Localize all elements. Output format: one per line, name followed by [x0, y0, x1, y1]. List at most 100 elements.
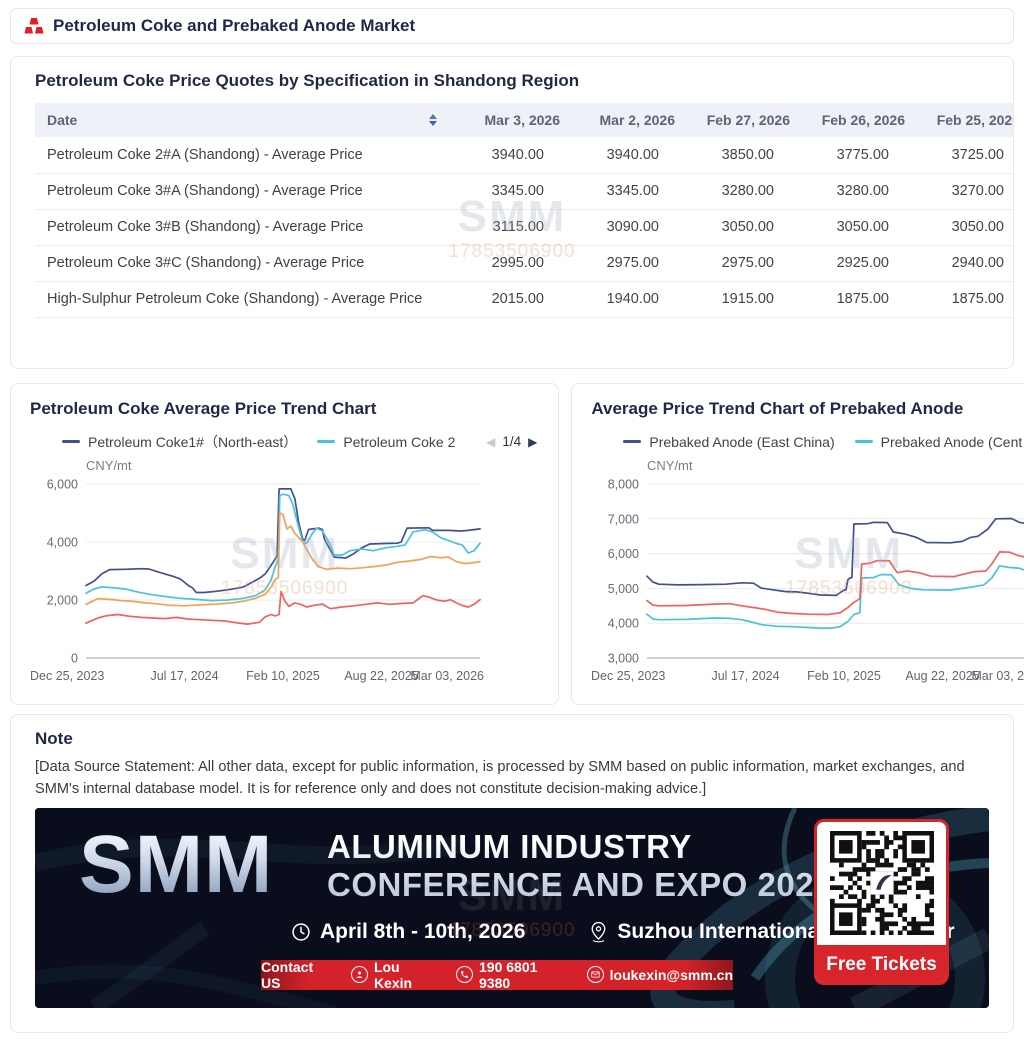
date-value-header: Mar 2, 2026: [570, 103, 685, 137]
free-tickets-button[interactable]: Free Tickets: [817, 944, 946, 982]
svg-text:Feb 10, 2025: Feb 10, 2025: [246, 669, 320, 683]
price-cell: 3280.00: [800, 173, 915, 210]
date-value-header: Mar 3, 2026: [455, 103, 570, 137]
clock-icon: [292, 923, 310, 941]
price-cell: 3280.00: [685, 173, 800, 210]
svg-text:Mar 03, 2026: Mar 03, 2026: [410, 669, 484, 683]
date-value-header: Feb 25, 2026: [915, 103, 1013, 137]
smm-logo: SMM: [79, 818, 274, 910]
svg-text:5,000: 5,000: [608, 581, 639, 595]
line-chart: CNY/mt 3,000 4,000 5,000 6,000 7,000 8,000 Dec …: [589, 456, 1024, 696]
price-cell: 2995.00: [455, 245, 570, 282]
ingots-icon: [24, 18, 44, 34]
svg-text:4,000: 4,000: [47, 535, 78, 549]
page-title: Petroleum Coke and Prebaked Anode Market: [53, 16, 416, 35]
legend-item[interactable]: Petroleum Coke 2: [317, 434, 455, 450]
banner-heading-line2: CONFERENCE AND EXPO 2026: [327, 865, 833, 903]
price-cell: 2925.00: [800, 245, 915, 282]
location-pin-icon: [591, 921, 606, 943]
date-column-header: Date: [35, 103, 455, 137]
charts-row: Petroleum Coke Average Price Trend Chart…: [10, 382, 1024, 705]
svg-text:0: 0: [71, 651, 78, 665]
svg-text:Mar 03, 2026: Mar 03, 2026: [972, 669, 1024, 683]
legend-item[interactable]: Prebaked Anode (Cent: [854, 433, 1023, 450]
row-label: High-Sulphur Petroleum Coke (Shandong) -…: [35, 281, 455, 318]
price-cell: 3050.00: [915, 209, 1013, 246]
contact-person: Lou Kexin: [350, 959, 441, 991]
price-cell: 3050.00: [800, 209, 915, 246]
table-row: Petroleum Coke 3#A (Shandong) - Average …: [35, 173, 1013, 210]
price-table: Date Mar 3, 2026 Mar 2, 2026 Feb 27, 2026 F…: [35, 103, 1013, 318]
price-cell: 3940.00: [455, 137, 570, 174]
svg-text:7,000: 7,000: [608, 512, 639, 526]
svg-text:8,000: 8,000: [608, 477, 639, 491]
price-cell: 3850.00: [685, 137, 800, 174]
sort-toggle[interactable]: [429, 114, 437, 126]
legend-prev-icon[interactable]: ◀: [486, 434, 496, 449]
chart-legend: Petroleum Coke1#（North-east） Petroleum Co…: [28, 431, 541, 452]
legend-label: Petroleum Coke1#（North-east）: [88, 433, 298, 450]
free-tickets-qr[interactable]: Free Tickets: [814, 818, 949, 985]
svg-text:6,000: 6,000: [47, 477, 78, 491]
legend-label: Prebaked Anode (Cent: [880, 433, 1023, 450]
contact-email: loukexin@smm.cn: [586, 966, 733, 984]
price-cell: 1915.00: [685, 281, 800, 318]
svg-text:3,000: 3,000: [608, 651, 639, 665]
price-cell: 3090.00: [570, 209, 685, 246]
table-row: Petroleum Coke 3#C (Shandong) - Average …: [35, 245, 1013, 282]
svg-text:CNY/mt: CNY/mt: [86, 458, 132, 473]
person-icon: [350, 966, 368, 984]
svg-text:Jul 17, 2024: Jul 17, 2024: [712, 669, 780, 683]
note-title: Note: [35, 728, 73, 748]
table-title: Petroleum Coke Price Quotes by Specifica…: [35, 71, 580, 90]
svg-text:Dec 25, 2023: Dec 25, 2023: [591, 669, 665, 683]
legend-label: Prebaked Anode (East China): [649, 433, 835, 450]
price-cell: 2015.00: [455, 281, 570, 318]
legend-item[interactable]: Prebaked Anode (East China): [623, 433, 835, 450]
contact-bar: Contact US Lou Kexin 190 6801 9380 louke…: [261, 959, 733, 991]
price-cell: 3940.00: [570, 137, 685, 174]
line-chart: CNY/mt 0 2,000 4,000 6,000 Dec 25, 2023 Jul 17…: [28, 456, 541, 696]
price-table-card: Petroleum Coke Price Quotes by Specifica…: [10, 56, 1014, 369]
sort-desc-icon: [429, 121, 437, 126]
note-card: Note [Data Source Statement: All other d…: [10, 713, 1014, 1033]
table-header-row: Date Mar 3, 2026 Mar 2, 2026 Feb 27, 2026 F…: [35, 103, 1013, 137]
svg-text:CNY/mt: CNY/mt: [647, 458, 693, 473]
sort-asc-icon: [429, 114, 437, 119]
contact-phone: 190 6801 9380: [456, 959, 572, 991]
petcoke-trend-chart-card: Petroleum Coke Average Price Trend Chart…: [10, 382, 560, 705]
date-value-header: Feb 26, 2026: [800, 103, 915, 137]
row-label: Petroleum Coke 3#B (Shandong) - Average …: [35, 209, 455, 246]
price-cell: 3345.00: [455, 173, 570, 210]
legend-dash-icon: [317, 440, 336, 443]
conference-banner[interactable]: SMM ALUMINUM INDUSTRY CONFERENCE AND EXP…: [35, 807, 989, 1008]
table-row: Petroleum Coke 3#B (Shandong) - Average …: [35, 209, 1013, 246]
legend-dash-icon: [62, 440, 80, 443]
phone-icon: [456, 966, 473, 984]
svg-text:2,000: 2,000: [47, 593, 78, 607]
table-row: High-Sulphur Petroleum Coke (Shandong) -…: [35, 281, 1013, 318]
legend-item[interactable]: Petroleum Coke1#（North-east）: [62, 432, 297, 452]
price-cell: 3050.00: [685, 209, 800, 246]
price-cell: 3775.00: [800, 137, 915, 174]
price-cell: 3115.00: [455, 209, 570, 246]
legend-pager: ◀ 1/4 ▶: [486, 431, 538, 452]
chart-title: Average Price Trend Chart of Prebaked An…: [591, 398, 964, 418]
row-label: Petroleum Coke 3#A (Shandong) - Average …: [35, 173, 455, 210]
banner-heading-line1: ALUMINUM INDUSTRY: [327, 827, 692, 865]
svg-text:Jul 17, 2024: Jul 17, 2024: [150, 669, 218, 683]
page-header: Petroleum Coke and Prebaked Anode Market: [10, 8, 1014, 44]
banner-heading: ALUMINUM INDUSTRY CONFERENCE AND EXPO 20…: [327, 828, 833, 904]
anode-trend-chart-card: Average Price Trend Chart of Prebaked An…: [571, 382, 1024, 705]
legend-dash-icon: [623, 440, 642, 443]
price-cell: 3345.00: [570, 173, 685, 210]
svg-text:6,000: 6,000: [608, 547, 639, 561]
price-cell: 1875.00: [800, 281, 915, 318]
legend-next-icon[interactable]: ▶: [528, 434, 538, 449]
svg-text:Aug 22, 2025: Aug 22, 2025: [906, 669, 980, 683]
table-scroll-area[interactable]: Date Mar 3, 2026 Mar 2, 2026 Feb 27, 2026 F…: [11, 103, 1013, 318]
price-cell: 1875.00: [915, 281, 1013, 318]
legend-page-indicator: 1/4: [502, 434, 522, 449]
price-cell: 1940.00: [570, 281, 685, 318]
price-cell: 3725.00: [915, 137, 1013, 174]
